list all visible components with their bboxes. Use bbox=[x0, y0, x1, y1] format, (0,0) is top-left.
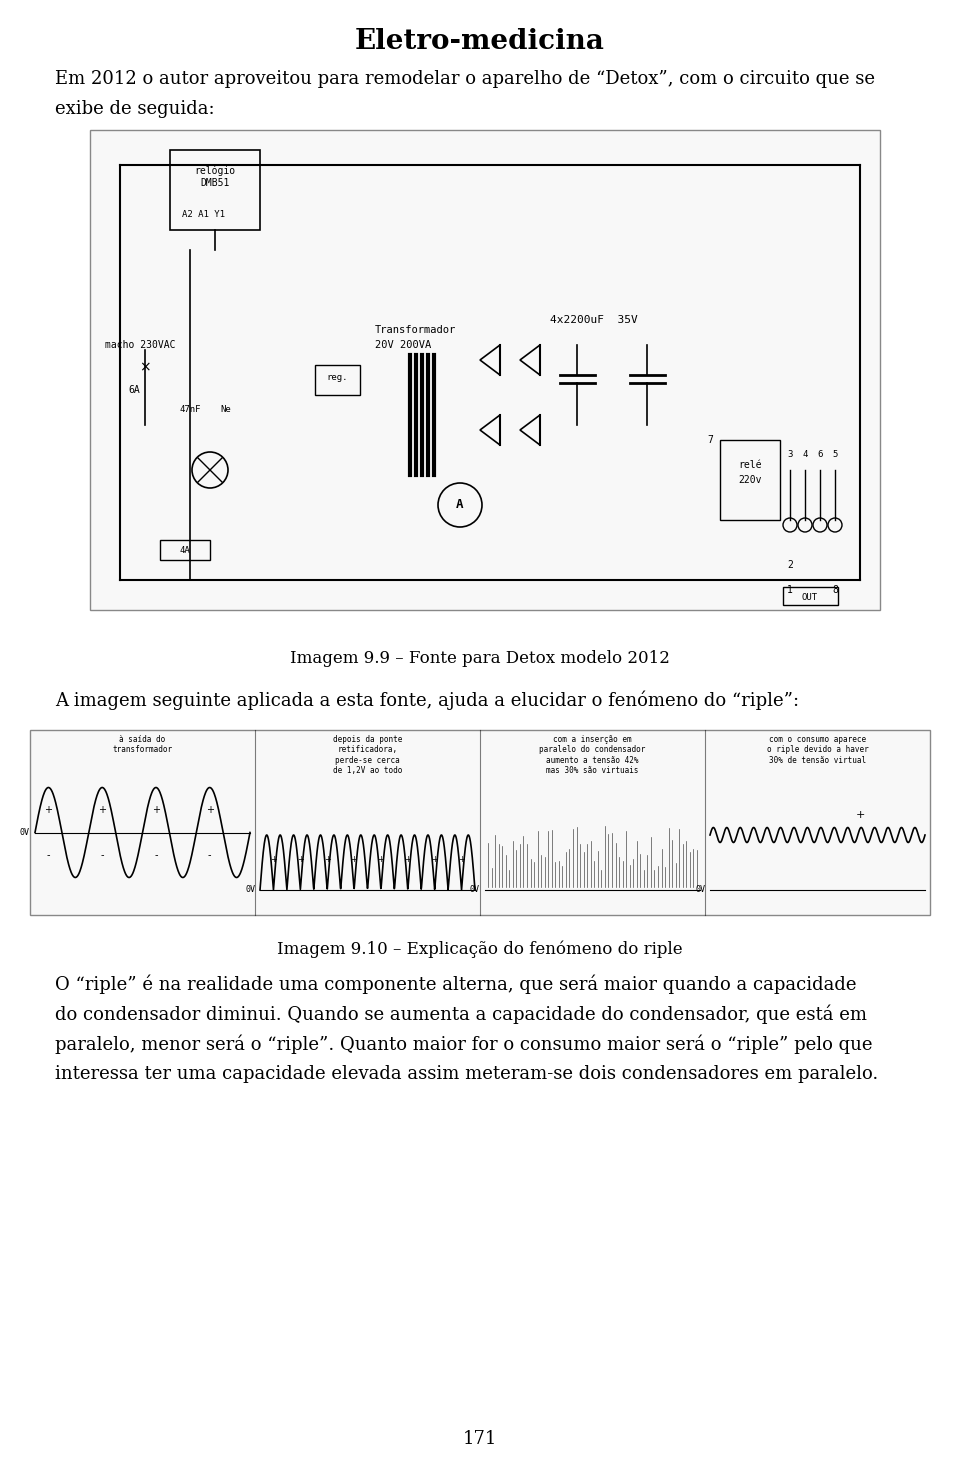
Text: 220v: 220v bbox=[738, 475, 761, 485]
Text: 4: 4 bbox=[803, 450, 807, 459]
Text: 2: 2 bbox=[787, 560, 793, 570]
Text: -: - bbox=[101, 850, 104, 860]
Bar bbox=[170, 149, 260, 230]
Text: +: + bbox=[377, 856, 384, 864]
Text: 4A: 4A bbox=[180, 546, 190, 555]
Text: +: + bbox=[98, 804, 107, 815]
Text: relé: relé bbox=[738, 460, 761, 470]
Text: +: + bbox=[350, 856, 357, 864]
Text: relógio: relógio bbox=[195, 166, 235, 176]
Text: interessa ter uma capacidade elevada assim meteram-se dois condensadores em para: interessa ter uma capacidade elevada ass… bbox=[55, 1065, 878, 1083]
Bar bbox=[30, 730, 930, 916]
Text: +: + bbox=[297, 856, 303, 864]
Text: 171: 171 bbox=[463, 1430, 497, 1447]
Text: 3: 3 bbox=[787, 450, 793, 459]
Text: Imagem 9.9 – Fonte para Detox modelo 2012: Imagem 9.9 – Fonte para Detox modelo 201… bbox=[290, 650, 670, 667]
Text: -: - bbox=[47, 850, 50, 860]
Text: com o consumo aparece
o riple devido a haver
30% de tensão virtual: com o consumo aparece o riple devido a h… bbox=[767, 735, 869, 765]
Text: Imagem 9.10 – Explicação do fenómeno do riple: Imagem 9.10 – Explicação do fenómeno do … bbox=[277, 941, 683, 958]
Text: 0V: 0V bbox=[20, 828, 30, 837]
Text: paralelo, menor será o “riple”. Quanto maior for o consumo maior será o “riple” : paralelo, menor será o “riple”. Quanto m… bbox=[55, 1034, 873, 1055]
Text: +: + bbox=[152, 804, 160, 815]
Text: OUT: OUT bbox=[802, 593, 818, 602]
Text: -: - bbox=[208, 850, 211, 860]
Text: macho 230VAC: macho 230VAC bbox=[105, 340, 176, 350]
Text: 1: 1 bbox=[787, 585, 793, 595]
Text: com a inserção em
paralelo do condensador
aumento a tensão 42%
mas 30% são virtu: com a inserção em paralelo do condensado… bbox=[540, 735, 646, 775]
Text: +: + bbox=[44, 804, 53, 815]
Text: 7: 7 bbox=[708, 435, 713, 445]
Text: à saída do
transformador: à saída do transformador bbox=[112, 735, 173, 754]
Text: Transformador: Transformador bbox=[375, 325, 456, 335]
Text: 6: 6 bbox=[817, 450, 823, 459]
Text: Eletro-medicina: Eletro-medicina bbox=[355, 28, 605, 56]
Text: +: + bbox=[205, 804, 214, 815]
Text: do condensador diminui. Quando se aumenta a capacidade do condensador, que está : do condensador diminui. Quando se aument… bbox=[55, 1005, 867, 1024]
Text: +: + bbox=[404, 856, 411, 864]
Bar bbox=[160, 541, 210, 560]
Text: 5: 5 bbox=[832, 450, 838, 459]
Text: A: A bbox=[456, 498, 464, 511]
Text: +: + bbox=[270, 856, 276, 864]
Text: O “riple” é na realidade uma componente alterna, que será maior quando a capacid: O “riple” é na realidade uma componente … bbox=[55, 976, 856, 995]
Text: 0V: 0V bbox=[695, 885, 705, 895]
Text: 6A: 6A bbox=[128, 385, 140, 396]
Text: -: - bbox=[155, 850, 157, 860]
Text: +: + bbox=[855, 810, 865, 820]
Text: exibe de seguida:: exibe de seguida: bbox=[55, 100, 215, 119]
Text: +: + bbox=[324, 856, 330, 864]
Text: 4x2200uF  35V: 4x2200uF 35V bbox=[550, 315, 637, 325]
Text: 8: 8 bbox=[832, 585, 838, 595]
Bar bbox=[720, 440, 780, 520]
Bar bbox=[783, 587, 838, 605]
Text: A2 A1 Y1: A2 A1 Y1 bbox=[182, 209, 225, 218]
Text: reg.: reg. bbox=[326, 374, 348, 382]
Text: DMB51: DMB51 bbox=[201, 179, 229, 188]
Text: depois da ponte
retificadora,
perde-se cerca
de 1,2V ao todo: depois da ponte retificadora, perde-se c… bbox=[333, 735, 402, 775]
Text: 0V: 0V bbox=[470, 885, 480, 895]
Bar bbox=[90, 130, 880, 609]
Text: +: + bbox=[458, 856, 465, 864]
Text: 47nF: 47nF bbox=[180, 404, 202, 415]
Text: Em 2012 o autor aproveitou para remodelar o aparelho de “Detox”, com o circuito : Em 2012 o autor aproveitou para remodela… bbox=[55, 70, 875, 88]
Text: +: + bbox=[431, 856, 438, 864]
Bar bbox=[315, 365, 360, 396]
Text: 20V 200VA: 20V 200VA bbox=[375, 340, 431, 350]
Text: A imagem seguinte aplicada a esta fonte, ajuda a elucidar o fenómeno do “riple”:: A imagem seguinte aplicada a esta fonte,… bbox=[55, 690, 799, 709]
Text: ×: × bbox=[139, 360, 151, 374]
Text: Ne: Ne bbox=[220, 404, 230, 415]
Text: 0V: 0V bbox=[245, 885, 255, 895]
